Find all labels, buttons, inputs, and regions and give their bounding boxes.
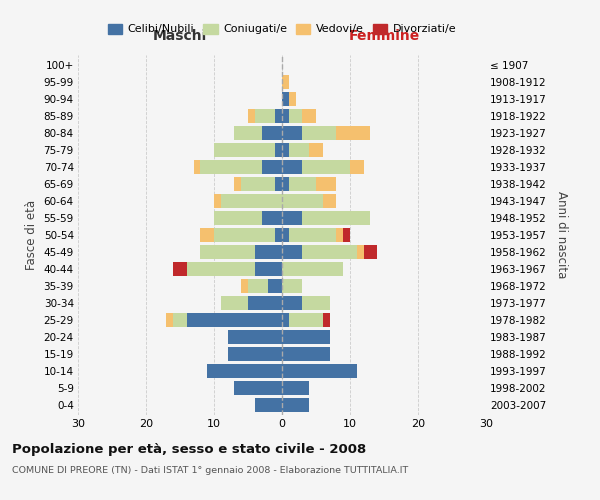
Bar xyxy=(275,109,282,123)
Bar xyxy=(268,279,282,293)
Bar xyxy=(282,177,289,191)
Bar xyxy=(282,211,302,225)
Bar xyxy=(200,160,262,174)
Bar xyxy=(282,194,323,208)
Bar xyxy=(194,160,200,174)
Bar xyxy=(166,313,173,327)
Bar xyxy=(282,245,302,259)
Bar xyxy=(275,143,282,157)
Legend: Celibi/Nubili, Coniugati/e, Vedovi/e, Divorziati/e: Celibi/Nubili, Coniugati/e, Vedovi/e, Di… xyxy=(103,19,461,39)
Bar xyxy=(282,330,329,344)
Bar xyxy=(221,194,282,208)
Bar xyxy=(282,109,289,123)
Bar xyxy=(302,245,357,259)
Bar xyxy=(289,109,302,123)
Bar xyxy=(302,211,370,225)
Bar xyxy=(323,313,329,327)
Bar xyxy=(255,262,282,276)
Bar xyxy=(275,177,282,191)
Bar xyxy=(302,109,316,123)
Bar xyxy=(227,330,282,344)
Bar xyxy=(289,92,296,106)
Bar xyxy=(282,160,302,174)
Bar xyxy=(262,126,282,140)
Bar xyxy=(282,262,343,276)
Bar xyxy=(241,177,275,191)
Y-axis label: Fasce di età: Fasce di età xyxy=(25,200,38,270)
Bar xyxy=(262,160,282,174)
Bar xyxy=(255,245,282,259)
Bar xyxy=(323,194,337,208)
Bar xyxy=(241,279,248,293)
Bar xyxy=(255,109,275,123)
Bar xyxy=(187,313,282,327)
Bar xyxy=(282,279,302,293)
Bar xyxy=(173,313,187,327)
Bar xyxy=(302,126,337,140)
Bar xyxy=(235,381,282,395)
Bar xyxy=(302,296,329,310)
Text: COMUNE DI PREORE (TN) - Dati ISTAT 1° gennaio 2008 - Elaborazione TUTTITALIA.IT: COMUNE DI PREORE (TN) - Dati ISTAT 1° ge… xyxy=(12,466,408,475)
Bar xyxy=(248,279,268,293)
Bar xyxy=(364,245,377,259)
Bar xyxy=(214,143,275,157)
Bar xyxy=(235,126,262,140)
Bar xyxy=(282,398,309,412)
Text: Popolazione per età, sesso e stato civile - 2008: Popolazione per età, sesso e stato civil… xyxy=(12,442,366,456)
Bar xyxy=(282,75,289,89)
Bar xyxy=(302,160,350,174)
Bar xyxy=(207,364,282,378)
Bar xyxy=(343,228,350,242)
Bar xyxy=(227,347,282,361)
Bar xyxy=(337,126,370,140)
Text: Femmine: Femmine xyxy=(349,29,419,43)
Bar xyxy=(316,177,337,191)
Bar xyxy=(289,177,316,191)
Bar xyxy=(282,126,302,140)
Bar xyxy=(173,262,187,276)
Y-axis label: Anni di nascita: Anni di nascita xyxy=(555,192,568,278)
Bar xyxy=(282,313,289,327)
Bar xyxy=(221,296,248,310)
Bar xyxy=(337,228,343,242)
Text: Maschi: Maschi xyxy=(153,29,207,43)
Bar xyxy=(282,347,329,361)
Bar xyxy=(289,313,323,327)
Bar xyxy=(214,228,275,242)
Bar xyxy=(282,364,357,378)
Bar xyxy=(262,211,282,225)
Bar xyxy=(282,228,289,242)
Bar xyxy=(248,109,255,123)
Bar xyxy=(187,262,255,276)
Bar xyxy=(357,245,364,259)
Bar xyxy=(248,296,282,310)
Bar xyxy=(282,296,302,310)
Bar xyxy=(255,398,282,412)
Bar xyxy=(214,194,221,208)
Bar xyxy=(289,143,309,157)
Bar xyxy=(282,381,309,395)
Bar xyxy=(235,177,241,191)
Bar xyxy=(350,160,364,174)
Bar xyxy=(214,211,262,225)
Bar xyxy=(200,245,255,259)
Bar xyxy=(275,228,282,242)
Bar xyxy=(282,143,289,157)
Bar xyxy=(309,143,323,157)
Bar xyxy=(289,228,337,242)
Bar xyxy=(282,92,289,106)
Bar xyxy=(200,228,214,242)
